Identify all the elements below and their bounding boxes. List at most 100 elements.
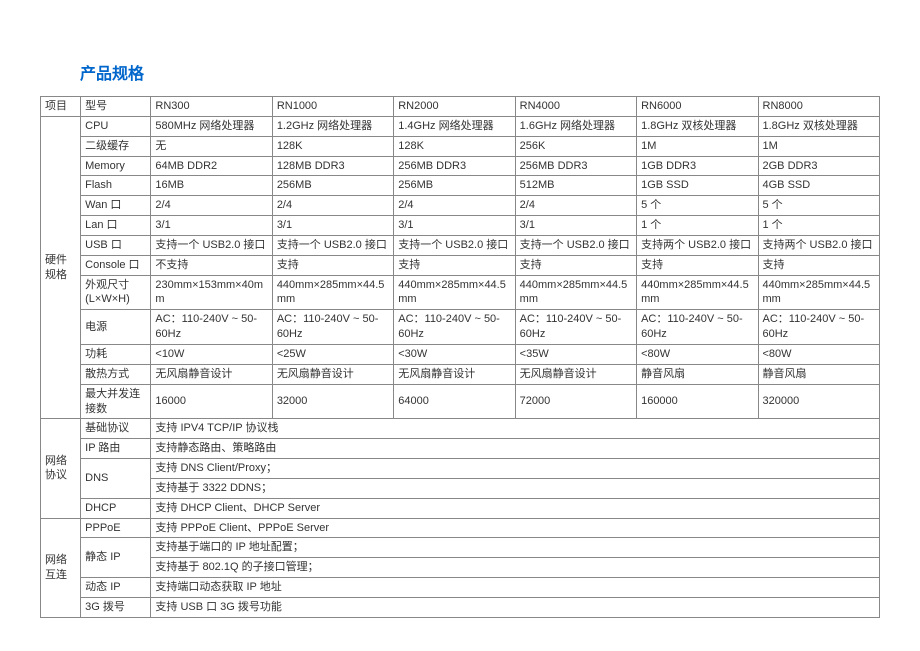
table-row: 静态 IP 支持基于端口的 IP 地址配置； [41,538,880,558]
cat-network: 网络互连 [41,518,81,617]
table-row: 硬件规格 CPU 580MHz 网络处理器 1.2GHz 网络处理器 1.4GH… [41,116,880,136]
page-title: 产品规格 [80,60,880,84]
cell: 32000 [272,384,393,419]
table-row: 散热方式 无风扇静音设计 无风扇静音设计 无风扇静音设计 无风扇静音设计 静音风… [41,364,880,384]
table-row: 支持基于 3322 DDNS； [41,478,880,498]
cell: AC：110-240V ~ 50-60Hz [151,310,272,345]
cell: 440mm×285mm×44.5mm [758,275,880,310]
cell: 440mm×285mm×44.5mm [637,275,758,310]
table-row: 动态 IP 支持端口动态获取 IP 地址 [41,578,880,598]
cell: 静音风扇 [758,364,880,384]
cell: 16000 [151,384,272,419]
cell: 支持基于 802.1Q 的子接口管理； [151,558,880,578]
table-row: 外观尺寸(L×W×H) 230mm×153mm×40mm 440mm×285mm… [41,275,880,310]
cell: 1GB DDR3 [637,156,758,176]
cell: 2GB DDR3 [758,156,880,176]
cell: 256MB DDR3 [394,156,515,176]
cell: 2/4 [515,196,636,216]
cell: 128MB DDR3 [272,156,393,176]
table-row: Lan 口 3/1 3/1 3/1 3/1 1 个 1 个 [41,216,880,236]
cell: 支持基于 3322 DDNS； [151,478,880,498]
cell: 1.2GHz 网络处理器 [272,116,393,136]
cell: 1 个 [637,216,758,236]
header-m3: RN2000 [394,97,515,117]
cell: 3/1 [272,216,393,236]
cell: 64000 [394,384,515,419]
cell: DNS [81,459,151,499]
cell: 最大并发连接数 [81,384,151,419]
table-row: 支持基于 802.1Q 的子接口管理； [41,558,880,578]
table-row: 功耗 <10W <25W <30W <35W <80W <80W [41,344,880,364]
table-row: Flash 16MB 256MB 256MB 512MB 1GB SSD 4GB… [41,176,880,196]
spec-table: 项目 型号 RN300 RN1000 RN2000 RN4000 RN6000 … [40,96,880,618]
cell: 无风扇静音设计 [151,364,272,384]
header-m1: RN300 [151,97,272,117]
cell: 支持基于端口的 IP 地址配置； [151,538,880,558]
cell: 静态 IP [81,538,151,578]
cell: 支持两个 USB2.0 接口 [758,235,880,255]
cell: 1.8GHz 双核处理器 [637,116,758,136]
cell: DHCP [81,498,151,518]
cell: <35W [515,344,636,364]
cell: 支持 [515,255,636,275]
cell: USB 口 [81,235,151,255]
table-row: Wan 口 2/4 2/4 2/4 2/4 5 个 5 个 [41,196,880,216]
cell: 动态 IP [81,578,151,598]
cell: 不支持 [151,255,272,275]
cell: 外观尺寸(L×W×H) [81,275,151,310]
header-m2: RN1000 [272,97,393,117]
cell: 静音风扇 [637,364,758,384]
cell: AC：110-240V ~ 50-60Hz [515,310,636,345]
cell: <10W [151,344,272,364]
cell: 256MB [394,176,515,196]
cell: 256MB DDR3 [515,156,636,176]
cat-hardware: 硬件规格 [41,116,81,419]
cell: 支持 DNS Client/Proxy； [151,459,880,479]
cell: AC：110-240V ~ 50-60Hz [758,310,880,345]
table-row: 网络互连 PPPoE 支持 PPPoE Client、PPPoE Server [41,518,880,538]
table-row: DHCP 支持 DHCP Client、DHCP Server [41,498,880,518]
cell: 支持 [394,255,515,275]
cell: 580MHz 网络处理器 [151,116,272,136]
cell: 440mm×285mm×44.5mm [394,275,515,310]
cell: 支持静态路由、策略路由 [151,439,880,459]
cell: 3/1 [394,216,515,236]
cell: 128K [394,136,515,156]
table-row: 3G 拨号 支持 USB 口 3G 拨号功能 [41,597,880,617]
table-row: 项目 型号 RN300 RN1000 RN2000 RN4000 RN6000 … [41,97,880,117]
cell: 支持 [637,255,758,275]
cell: 5 个 [637,196,758,216]
table-row: 二级缓存 无 128K 128K 256K 1M 1M [41,136,880,156]
cell: 440mm×285mm×44.5mm [272,275,393,310]
table-row: USB 口 支持一个 USB2.0 接口 支持一个 USB2.0 接口 支持一个… [41,235,880,255]
cell: AC：110-240V ~ 50-60Hz [637,310,758,345]
cell: 256K [515,136,636,156]
cell: <80W [637,344,758,364]
cell: 支持一个 USB2.0 接口 [272,235,393,255]
cell: 功耗 [81,344,151,364]
cell: Console 口 [81,255,151,275]
header-item: 项目 [41,97,81,117]
cell: 基础协议 [81,419,151,439]
cell: PPPoE [81,518,151,538]
cell: 230mm×153mm×40mm [151,275,272,310]
cell: 2/4 [151,196,272,216]
cell: 支持 PPPoE Client、PPPoE Server [151,518,880,538]
cell: AC：110-240V ~ 50-60Hz [394,310,515,345]
cell: 无风扇静音设计 [515,364,636,384]
cell: 无风扇静音设计 [272,364,393,384]
cell: <30W [394,344,515,364]
header-m4: RN4000 [515,97,636,117]
cell: 16MB [151,176,272,196]
cell: 160000 [637,384,758,419]
cell: 5 个 [758,196,880,216]
table-row: IP 路由 支持静态路由、策略路由 [41,439,880,459]
cell: <80W [758,344,880,364]
cell: 支持 IPV4 TCP/IP 协议栈 [151,419,880,439]
cell: 无风扇静音设计 [394,364,515,384]
cell: 1.4GHz 网络处理器 [394,116,515,136]
cell: 支持 DHCP Client、DHCP Server [151,498,880,518]
header-model: 型号 [81,97,151,117]
cell: 1GB SSD [637,176,758,196]
cell: 440mm×285mm×44.5mm [515,275,636,310]
